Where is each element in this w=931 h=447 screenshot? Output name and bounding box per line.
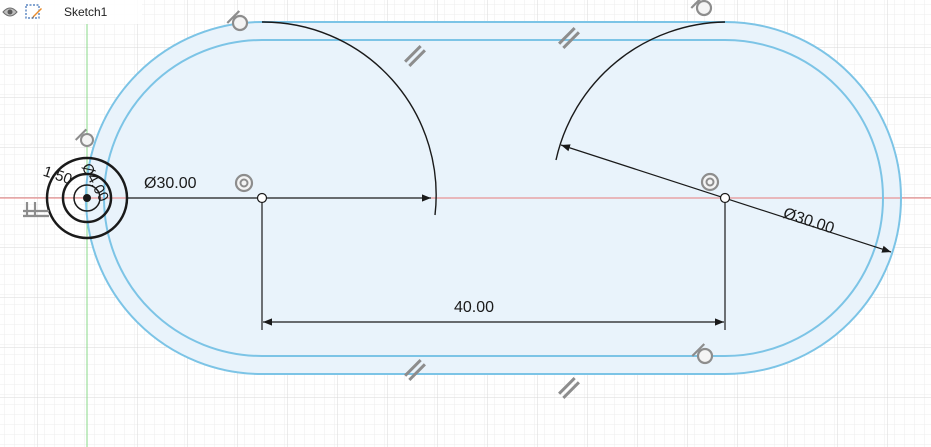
tangent-icon[interactable] xyxy=(690,0,713,17)
parallel-icon[interactable] xyxy=(558,27,580,49)
parallel-icon[interactable] xyxy=(404,359,426,381)
sketch-icon[interactable] xyxy=(24,2,44,22)
tangent-icon[interactable] xyxy=(691,343,714,365)
origin-circles[interactable] xyxy=(45,156,129,240)
right-center-point[interactable] xyxy=(719,192,731,204)
right-arc[interactable] xyxy=(555,21,726,161)
parallel-icon[interactable] xyxy=(404,45,426,67)
slot-outer-outline[interactable] xyxy=(85,21,902,375)
browser-sketch-row[interactable]: Sketch1 xyxy=(0,0,142,24)
left-center-point[interactable] xyxy=(256,192,268,204)
sketch-name-label[interactable]: Sketch1 xyxy=(64,5,108,19)
horizontal-icon[interactable] xyxy=(23,202,49,218)
left-arc[interactable] xyxy=(261,21,437,216)
parallel-icon[interactable] xyxy=(558,377,580,399)
slot-inner-outline[interactable] xyxy=(103,39,884,357)
tangent-icon[interactable] xyxy=(226,10,249,32)
concentric-icon[interactable] xyxy=(700,172,720,192)
left-diameter-label[interactable]: Ø30.00 xyxy=(144,175,197,192)
tangent-icon[interactable] xyxy=(74,128,94,147)
concentric-icon[interactable] xyxy=(234,173,254,193)
center-distance-label[interactable]: 40.00 xyxy=(454,299,495,316)
eye-icon[interactable] xyxy=(2,6,18,18)
